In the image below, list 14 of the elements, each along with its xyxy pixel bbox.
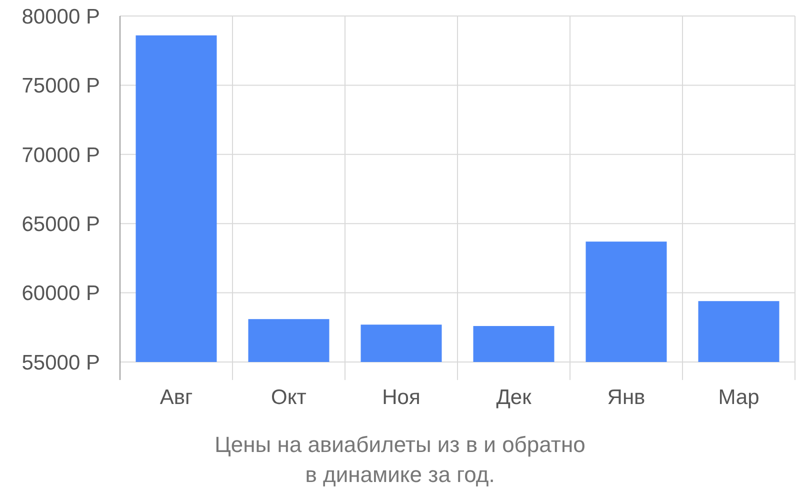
x-tick-label: Авг [160,386,193,409]
x-tick-label: Мар [718,386,760,409]
y-tick-label: 60000 Р [22,282,100,306]
x-tick-label: Ноя [382,386,420,409]
y-tick-label: 55000 Р [22,351,100,374]
x-tick-label: Янв [607,386,646,409]
x-tick-label: Окт [271,386,307,409]
y-tick-label: 70000 Р [22,144,100,167]
text: в динамике за год. [305,462,495,487]
y-tick-label: 80000 Р [22,5,100,28]
text: Цены на авиабилеты из в и обратно [214,432,586,457]
y-tick-label: 75000 Р [22,74,100,98]
x-tick-label: Дек [496,386,532,409]
y-tick-label: 65000 Р [22,212,100,236]
